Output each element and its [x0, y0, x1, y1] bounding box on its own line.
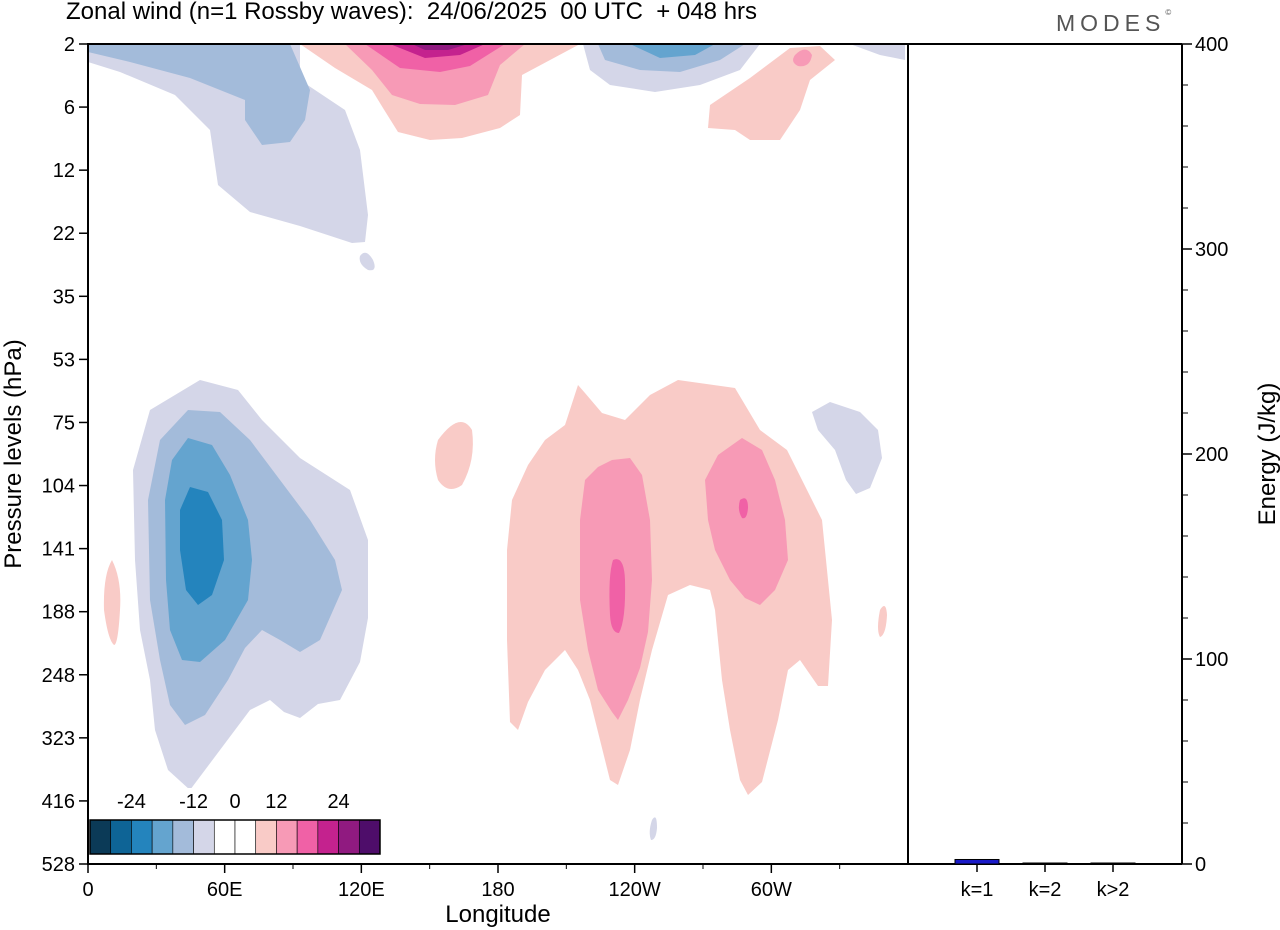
y-tick-label: 528 [42, 854, 75, 876]
colorbar-swatch [131, 819, 153, 855]
y-tick-label: 188 [42, 602, 75, 624]
y-tick-label: 6 [64, 97, 75, 119]
contour-band-n5-2 [359, 252, 375, 271]
contour-band-p3-22 [609, 559, 626, 633]
contour-band-n2-17 [180, 487, 224, 605]
y-tick-label: 141 [42, 539, 75, 561]
colorbar: -24 -12 0 12 24 [88, 788, 381, 864]
contour-band-p1-26 [878, 606, 887, 637]
colorbar-swatch [338, 819, 360, 855]
copyright-mark: © [1165, 8, 1172, 17]
energy-bar-3 [1090, 862, 1136, 865]
colorbar-swatch [255, 819, 277, 855]
colorbar-swatch [358, 819, 381, 855]
energy-axis-title: Energy (J/kg) [1254, 383, 1280, 526]
contour-band-p2-23 [705, 438, 788, 605]
x-tick-label: 60W [751, 879, 792, 901]
energy-tick-label: 100 [1195, 649, 1228, 671]
y-tick-label: 2 [64, 34, 75, 56]
y-tick-label: 12 [53, 160, 75, 182]
x-axis-title: Longitude [445, 901, 550, 928]
y-tick-label: 22 [53, 223, 75, 245]
contour-band-n4-1 [88, 44, 310, 145]
colorbar-swatch [234, 819, 257, 855]
x-tick-label: 60E [207, 879, 243, 901]
y-tick-label: 416 [42, 791, 75, 813]
chart-title: Zonal wind (n=1 Rossby waves): 24/06/202… [66, 0, 758, 25]
contour-band-n5-25 [812, 402, 882, 494]
energy-tick-label: 0 [1195, 854, 1206, 876]
contour-band-p3-5 [365, 44, 505, 72]
contour-band-n3-10 [630, 44, 715, 58]
x-tick-label: 0 [82, 879, 93, 901]
zonal-wind-contour-map [88, 44, 905, 864]
energy-tick-label: 400 [1195, 34, 1228, 56]
colorbar-tick-label: 24 [327, 791, 349, 813]
energy-tick-label: 300 [1195, 239, 1228, 261]
colorbar-swatch [89, 819, 112, 855]
colorbar-frame [89, 819, 381, 855]
contour-band-p2-13 [793, 49, 812, 67]
colorbar-tick-label: 12 [265, 791, 287, 813]
energy-tick-label: 200 [1195, 444, 1228, 466]
contour-band-p5-7 [412, 44, 468, 50]
y-tick-label: 104 [42, 476, 75, 498]
contour-band-n5-11 [850, 44, 905, 60]
contour-band-p1-18 [103, 560, 121, 645]
longitude-axis: 0 60E 120E 180 120W 60W [82, 864, 841, 901]
y-tick-label: 75 [53, 412, 75, 434]
colorbar-swatch [193, 819, 215, 855]
colorbar-tick-label: -12 [179, 791, 208, 813]
contour-band-p1-19 [435, 422, 473, 489]
energy-bar-2 [1022, 862, 1068, 865]
colorbar-tick-label: 0 [229, 791, 240, 813]
contour-band-p4-6 [390, 44, 485, 58]
x-tick-label: 180 [481, 879, 514, 901]
energy-bars: k=1 k=2 k>2 [954, 858, 1136, 901]
contour-band-n4-9 [598, 44, 745, 72]
contour-band-p1-20 [507, 380, 832, 795]
x-tick-label: 120E [338, 879, 385, 901]
colorbar-swatch [296, 819, 319, 855]
energy-category-label: k=1 [961, 879, 994, 901]
y-tick-label: 35 [53, 286, 75, 308]
y-tick-label: 53 [53, 349, 75, 371]
modes-logo: MODES© [1056, 8, 1172, 37]
colorbar-swatch [276, 819, 298, 855]
contour-band-p3-24 [738, 498, 748, 519]
colorbar-swatch [151, 819, 174, 855]
colorbar-swatch [172, 819, 194, 855]
y-axis-title: Pressure levels (hPa) [0, 339, 27, 568]
contour-band-n5-27 [649, 817, 657, 840]
brand-text: MODES [1056, 10, 1166, 36]
colorbar-swatch [110, 819, 132, 855]
colorbar-tick-label: -24 [117, 791, 146, 813]
y-tick-label: 248 [42, 665, 75, 687]
x-tick-label: 120W [609, 879, 661, 901]
pressure-axis: 2 6 12 22 35 53 75 104 141 188 248 323 416 528 [42, 34, 88, 876]
energy-category-label: k>2 [1097, 879, 1130, 901]
energy-axis: 0 100 200 300 400 [1182, 34, 1228, 876]
energy-category-label: k=2 [1029, 879, 1062, 901]
y-tick-label: 323 [42, 728, 75, 750]
energy-bar-1 [954, 858, 1000, 865]
contour-band-p1-12 [708, 46, 835, 140]
colorbar-swatch [213, 819, 236, 855]
colorbar-swatch [317, 819, 339, 855]
